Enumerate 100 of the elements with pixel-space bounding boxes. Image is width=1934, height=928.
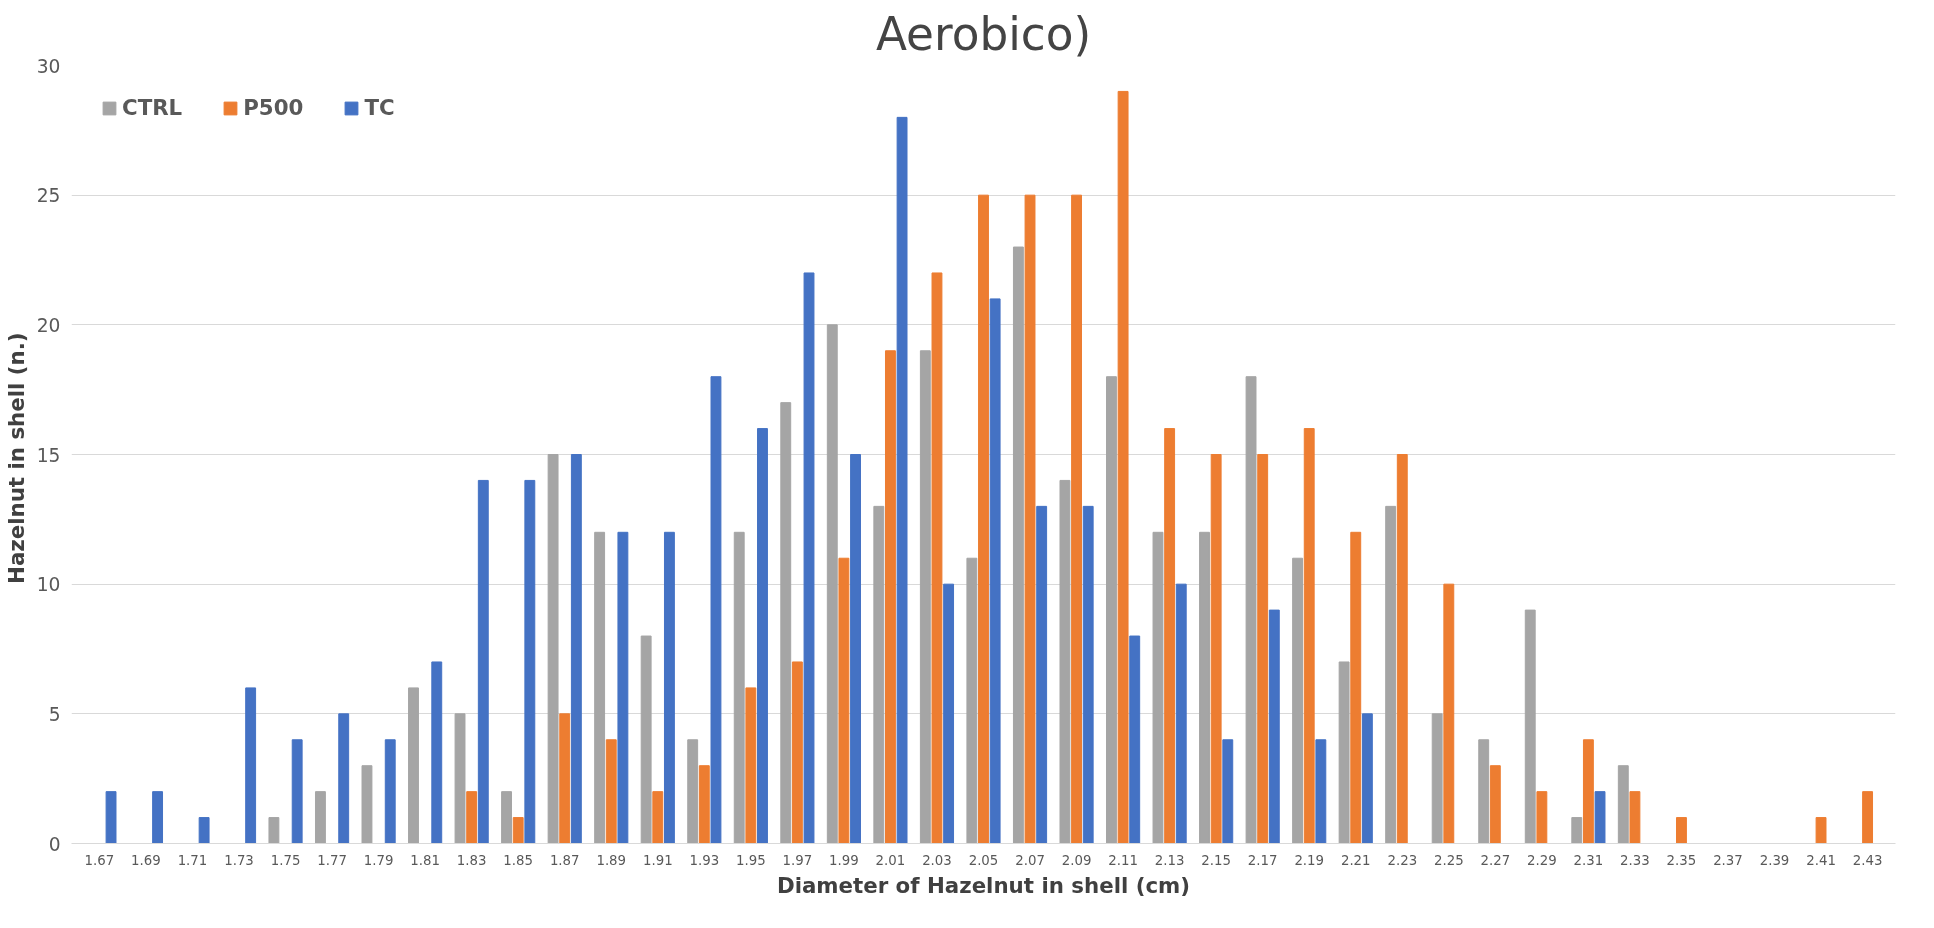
legend-label: TC: [364, 95, 395, 120]
bar: [791, 661, 803, 844]
bar: [314, 791, 326, 844]
x-tick-label: 2.41: [1806, 852, 1836, 868]
y-tick-label: 10: [36, 574, 61, 596]
bar: [826, 324, 838, 844]
bar: [745, 687, 757, 844]
legend-label: CTRL: [122, 95, 183, 120]
bar: [1571, 817, 1583, 844]
y-tick-label: 0: [48, 833, 61, 855]
x-tick-label: 1.93: [689, 852, 720, 868]
x-tick-label: 1.75: [270, 852, 301, 868]
x-tick-label: 1.89: [596, 852, 627, 868]
x-tick-label: 1.95: [736, 852, 766, 868]
bar: [1478, 739, 1490, 844]
bar: [733, 531, 745, 844]
bar: [1524, 609, 1536, 844]
bar: [1303, 428, 1315, 844]
bar: [361, 765, 373, 844]
bar: [152, 791, 164, 844]
bar: [640, 635, 652, 844]
x-tick-label: 2.07: [1015, 852, 1045, 868]
bar: [1385, 505, 1397, 844]
bar: [431, 661, 443, 844]
bar: [547, 454, 559, 844]
bar: [1396, 454, 1408, 844]
bar: [931, 272, 943, 844]
bar: [454, 713, 466, 844]
bar: [1106, 376, 1117, 844]
x-tick-label: 2.05: [968, 852, 999, 868]
bar: [559, 713, 571, 844]
bar: [1292, 557, 1304, 844]
x-tick-label: 1.81: [410, 852, 440, 868]
x-tick-label: 2.35: [1666, 852, 1697, 868]
bar: [1629, 791, 1641, 844]
bar: [710, 376, 722, 844]
bar: [198, 817, 210, 844]
bar: [1676, 817, 1687, 844]
bar: [1536, 791, 1548, 844]
bar: [896, 116, 908, 844]
x-tick-label: 2.43: [1852, 852, 1883, 868]
bar: [1268, 609, 1280, 844]
bar: [698, 765, 710, 844]
x-tick-label: 1.67: [84, 852, 115, 868]
bar: [1164, 428, 1176, 844]
x-tick-label: 2.17: [1247, 852, 1278, 868]
x-tick-label: 2.29: [1527, 852, 1557, 868]
x-tick-label: 2.21: [1340, 852, 1371, 868]
bar: [1199, 531, 1210, 844]
bar: [966, 557, 978, 844]
x-tick-label: 2.33: [1620, 852, 1650, 868]
y-tick-label: 20: [36, 314, 61, 336]
bar: [338, 713, 350, 844]
x-tick-label: 2.11: [1108, 852, 1138, 868]
bar: [524, 479, 536, 844]
bar: [1059, 479, 1071, 844]
bar: [1036, 505, 1048, 844]
bar: [1210, 454, 1222, 844]
bar: [1489, 765, 1501, 844]
bar: [1071, 194, 1083, 844]
bar: [1175, 583, 1187, 844]
bar: [501, 791, 513, 844]
bar: [978, 194, 989, 844]
legend-label: P500: [243, 95, 304, 120]
bar: [268, 817, 280, 844]
bar: [757, 428, 768, 844]
x-tick-label: 1.79: [363, 852, 394, 868]
bar: [1152, 531, 1164, 844]
bar: [884, 350, 896, 844]
bar: [1012, 246, 1024, 844]
x-tick-label: 2.27: [1480, 852, 1511, 868]
bar: [1222, 739, 1234, 844]
bar: [943, 583, 955, 844]
bar: [838, 557, 850, 844]
x-tick-label: 1.97: [782, 852, 813, 868]
x-tick-label: 2.37: [1713, 852, 1743, 868]
bar: [1338, 661, 1350, 844]
bar: [245, 687, 257, 844]
bar: [477, 479, 489, 844]
bar: [1594, 791, 1606, 844]
x-tick-label: 2.01: [875, 852, 906, 868]
x-tick-label: 1.73: [224, 852, 254, 868]
y-axis-title: Hazelnut in shell (n.): [3, 332, 29, 584]
bar: [780, 402, 792, 844]
bar: [594, 531, 606, 844]
bar: [617, 531, 629, 844]
bar: [570, 454, 582, 844]
bar: [1129, 635, 1141, 844]
x-tick-label: 2.25: [1433, 852, 1464, 868]
bar: [1082, 505, 1094, 844]
x-tick-label: 1.69: [131, 852, 161, 868]
bar: [291, 739, 303, 844]
bar: [1257, 454, 1269, 844]
bar: [803, 272, 815, 844]
x-tick-label: 2.31: [1573, 852, 1604, 868]
bar: [919, 350, 931, 844]
chart-title: Aerobico): [875, 7, 1092, 61]
x-tick-label: 2.39: [1759, 852, 1790, 868]
bar: [1117, 90, 1129, 844]
bar: [1315, 739, 1327, 844]
